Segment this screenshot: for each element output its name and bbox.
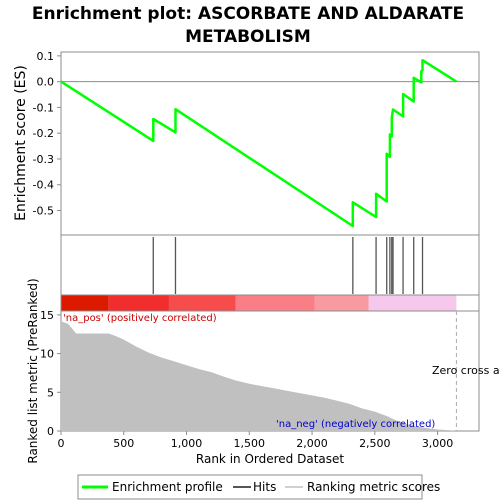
legend-label-ranking: Ranking metric scores (307, 480, 440, 494)
ranking-heat-bar (61, 295, 457, 311)
es-y-ticks: 0.1 0.0 -0.1 -0.2 -0.3 -0.4 -0.5 (33, 50, 61, 218)
ranking-y-tick-label: 10 (40, 348, 54, 361)
es-y-tick-label: -0.1 (33, 101, 54, 114)
es-y-tick-label: -0.2 (33, 127, 54, 140)
ranking-x-axis-label: Rank in Ordered Dataset (196, 452, 344, 466)
heat-bar-segment (235, 295, 315, 311)
ranking-y-tick-label: 5 (47, 386, 54, 399)
negative-correlation-label: 'na_neg' (negatively correlated) (276, 419, 435, 430)
ranking-y-tick-label: 15 (40, 309, 54, 322)
es-panel-frame (60, 51, 480, 236)
ranking-x-tick-label: 0 (58, 437, 65, 450)
positive-correlation-label: 'na_pos' (positively correlated) (63, 313, 217, 324)
chart-legend: Enrichment profile Hits Ranking metric s… (77, 474, 440, 500)
legend-label-enrichment: Enrichment profile (112, 480, 223, 494)
heat-bar-segment (168, 295, 236, 311)
heat-bar-segment (368, 295, 457, 311)
ranking-x-tick-label: 1,000 (171, 437, 203, 450)
ranking-x-tick-label: 1,500 (234, 437, 266, 450)
ranking-y-axis-label: Ranked list metric (PreRanked) (26, 278, 40, 463)
legend-label-hits: Hits (253, 480, 276, 494)
ranking-metric-area (61, 321, 457, 431)
hits-panel (60, 234, 480, 296)
es-y-tick-label: 0.0 (37, 76, 55, 89)
ranking-y-ticks: 0 5 10 15 (40, 309, 61, 438)
es-y-axis-label: Enrichment score (ES) (13, 65, 29, 221)
zero-cross-label: Zero cross at 3 (432, 364, 500, 377)
es-y-tick-label: -0.3 (33, 153, 54, 166)
heat-bar-segment (314, 295, 369, 311)
es-panel: 0.1 0.0 -0.1 -0.2 -0.3 -0.4 -0.5 Enrichment sc… (13, 50, 480, 236)
ranking-panel: Zero cross at 3 'na_pos' (positively cor… (26, 278, 500, 466)
es-y-tick-label: -0.4 (33, 179, 54, 192)
ranking-x-ticks: 0 500 1,000 1,500 2,000 2,500 3,000 (58, 431, 454, 450)
ranking-x-tick-label: 3,000 (422, 437, 454, 450)
ranking-x-tick-label: 500 (113, 437, 134, 450)
heat-bar-segment (108, 295, 169, 311)
hits-panel-frame (60, 234, 480, 296)
ranking-x-tick-label: 2,000 (296, 437, 328, 450)
heat-bar-segment (61, 295, 109, 311)
es-y-tick-label: -0.5 (33, 205, 54, 218)
chart-title-line2: METABOLISM (185, 27, 311, 47)
ranking-x-tick-label: 2,500 (359, 437, 391, 450)
es-y-tick-label: 0.1 (37, 50, 55, 63)
enrichment-profile-line (60, 58, 458, 228)
ranking-y-tick-label: 0 (47, 425, 54, 438)
hit-lines (152, 237, 424, 294)
chart-title-line1: Enrichment plot: ASCORBATE AND ALDARATE (32, 4, 464, 24)
